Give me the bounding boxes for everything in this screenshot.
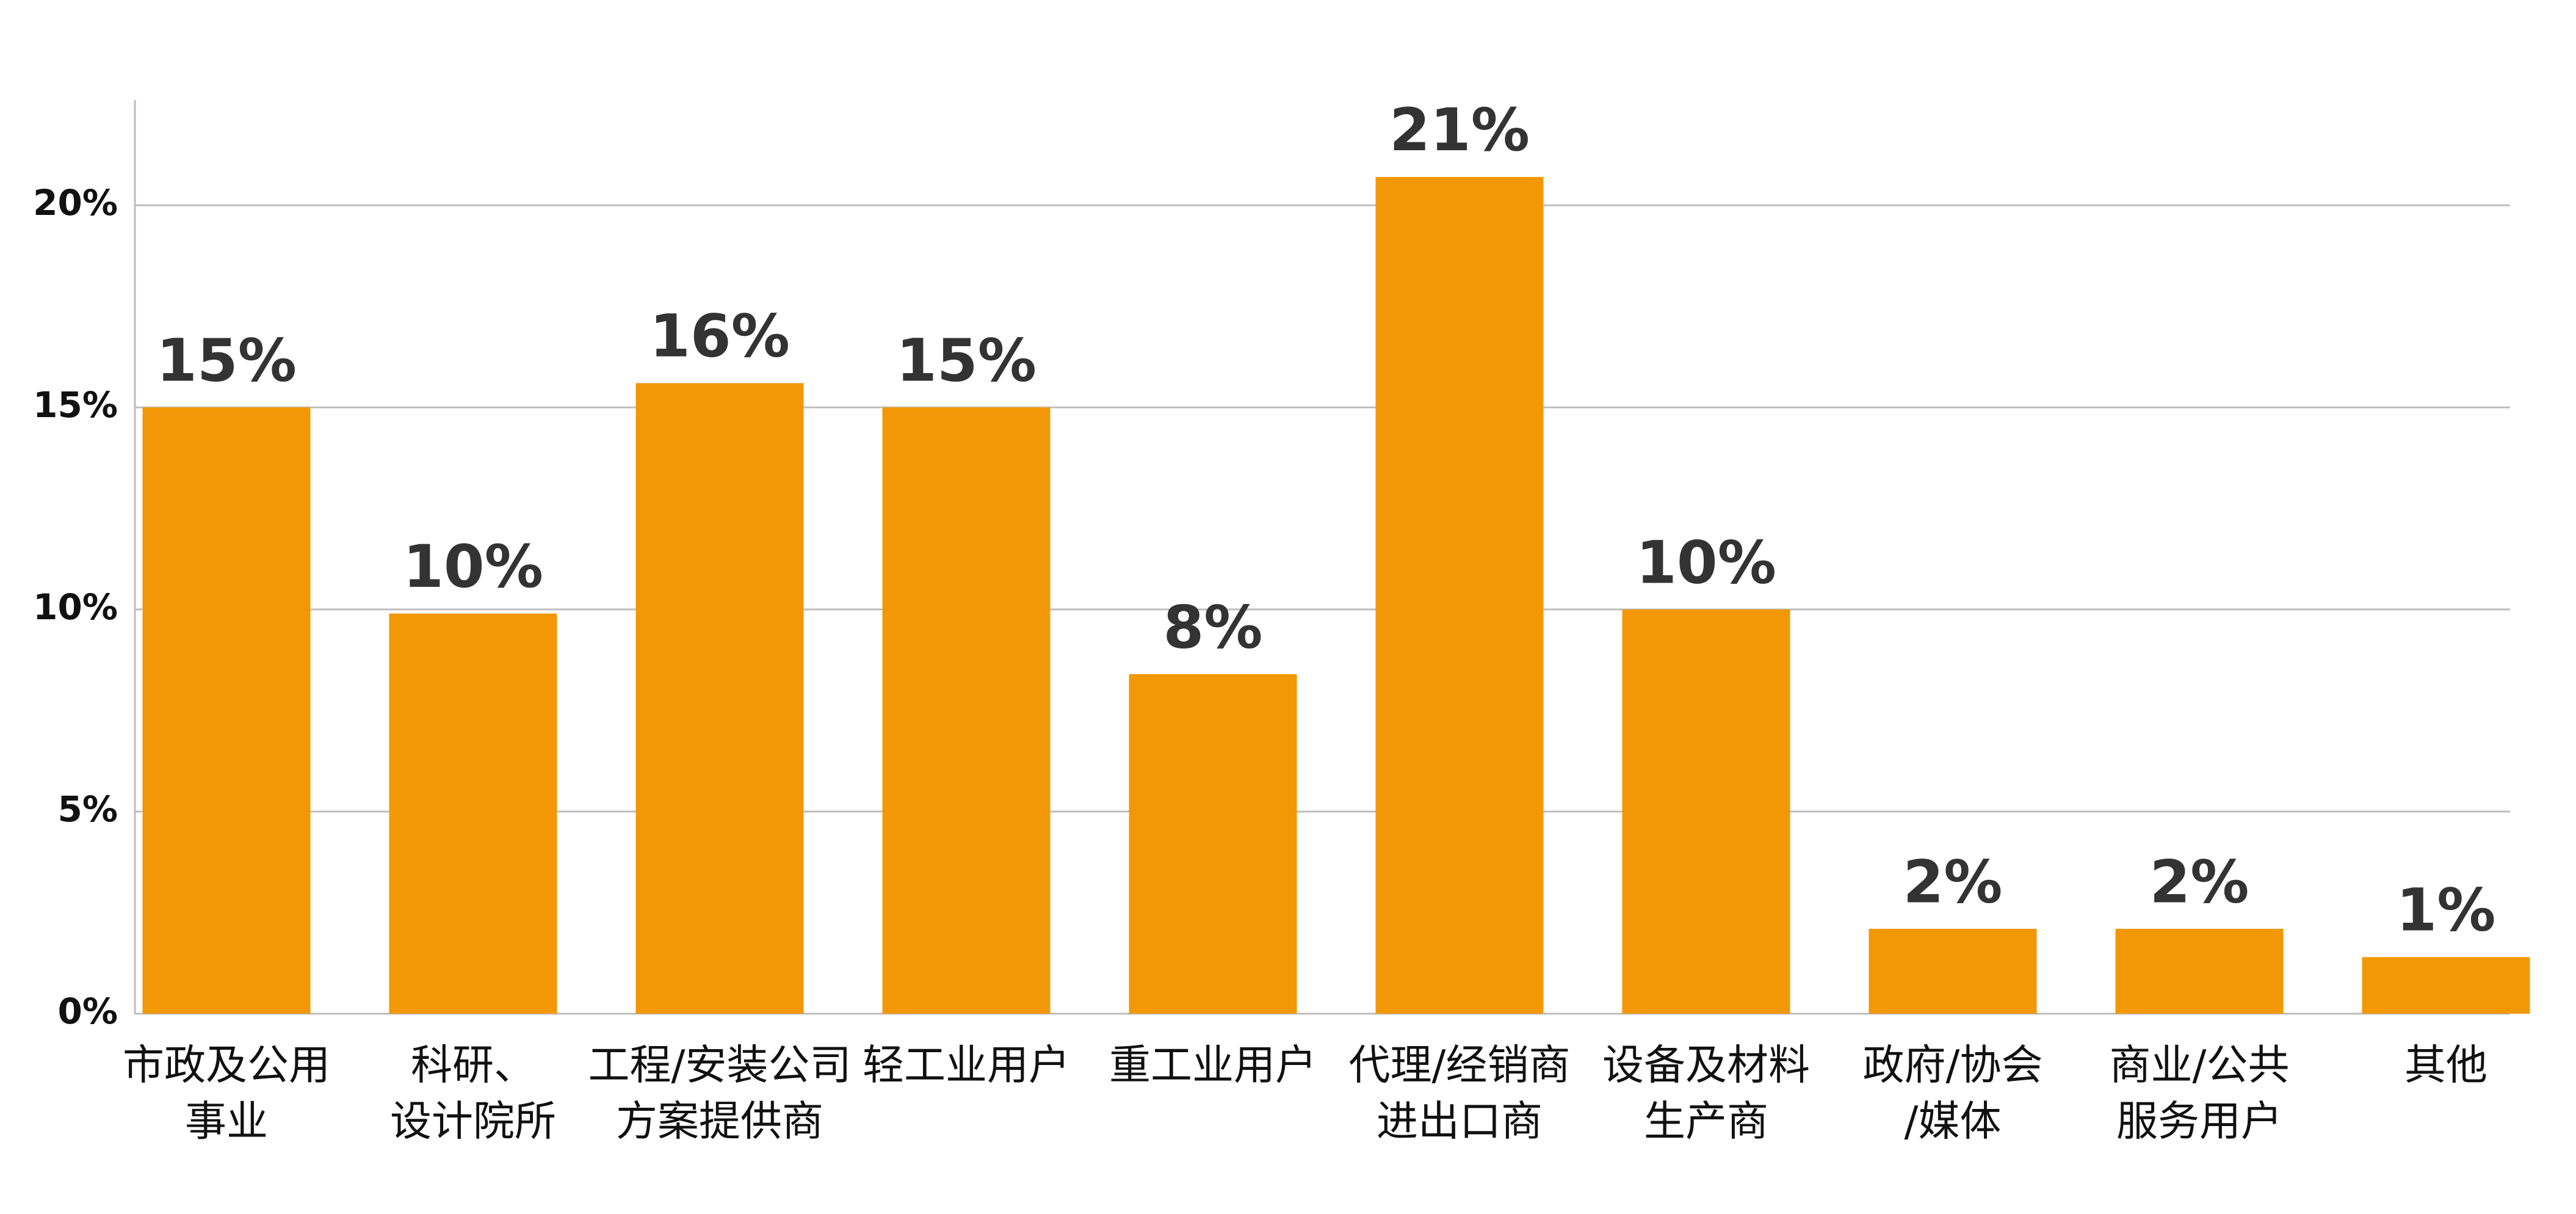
value-label: 15% (156, 326, 297, 394)
x-tick-label: 工程/安装公司 (588, 1042, 852, 1090)
value-label: 1% (2397, 876, 2496, 945)
x-tick-label: 政府/协会 (1863, 1042, 2043, 1090)
y-tick-label: 5% (58, 788, 118, 830)
x-tick-label: 科研、 (411, 1042, 535, 1090)
bar (2115, 928, 2284, 1014)
x-tick-label: 服务用户 (2116, 1098, 2282, 1146)
bar (1869, 928, 2037, 1014)
value-label: 15% (896, 326, 1037, 394)
x-tick-label: 市政及公用 (123, 1042, 330, 1090)
bar (1129, 674, 1297, 1014)
bar (389, 613, 557, 1014)
value-label: 16% (649, 302, 790, 371)
x-tick-label: 商业/公共 (2110, 1042, 2290, 1090)
value-label: 10% (403, 532, 543, 601)
x-tick-label: 代理/经销商 (1349, 1042, 1571, 1090)
bar (1375, 176, 1544, 1014)
value-label: 10% (1636, 528, 1776, 597)
x-tick-label: 事业 (185, 1098, 268, 1146)
value-label: 21% (1389, 96, 1530, 164)
value-label: 2% (1903, 848, 2003, 916)
bar (142, 407, 311, 1014)
x-tick-label: 重工业用户 (1109, 1042, 1317, 1090)
x-tick-label: 设备及材料 (1602, 1042, 1810, 1090)
bar (882, 407, 1051, 1014)
x-tick-label: 方案提供商 (616, 1098, 823, 1146)
bar (635, 383, 804, 1014)
bar (2362, 957, 2530, 1014)
x-tick-label: 轻工业用户 (863, 1042, 1070, 1090)
y-tick-label: 15% (33, 384, 118, 426)
y-tick-label: 0% (58, 990, 118, 1032)
x-tick-label: 设计院所 (390, 1098, 556, 1146)
x-tick-label: /媒体 (1905, 1098, 2002, 1146)
x-tick-label: 生产商 (1644, 1098, 1768, 1146)
value-label: 8% (1163, 593, 1263, 661)
bar (1622, 609, 1790, 1014)
x-tick-label: 进出口商 (1377, 1098, 1543, 1146)
x-tick-label: 其他 (2404, 1042, 2487, 1090)
y-tick-label: 20% (33, 182, 118, 224)
value-label: 2% (2150, 848, 2249, 916)
y-tick-label: 10% (33, 586, 118, 628)
